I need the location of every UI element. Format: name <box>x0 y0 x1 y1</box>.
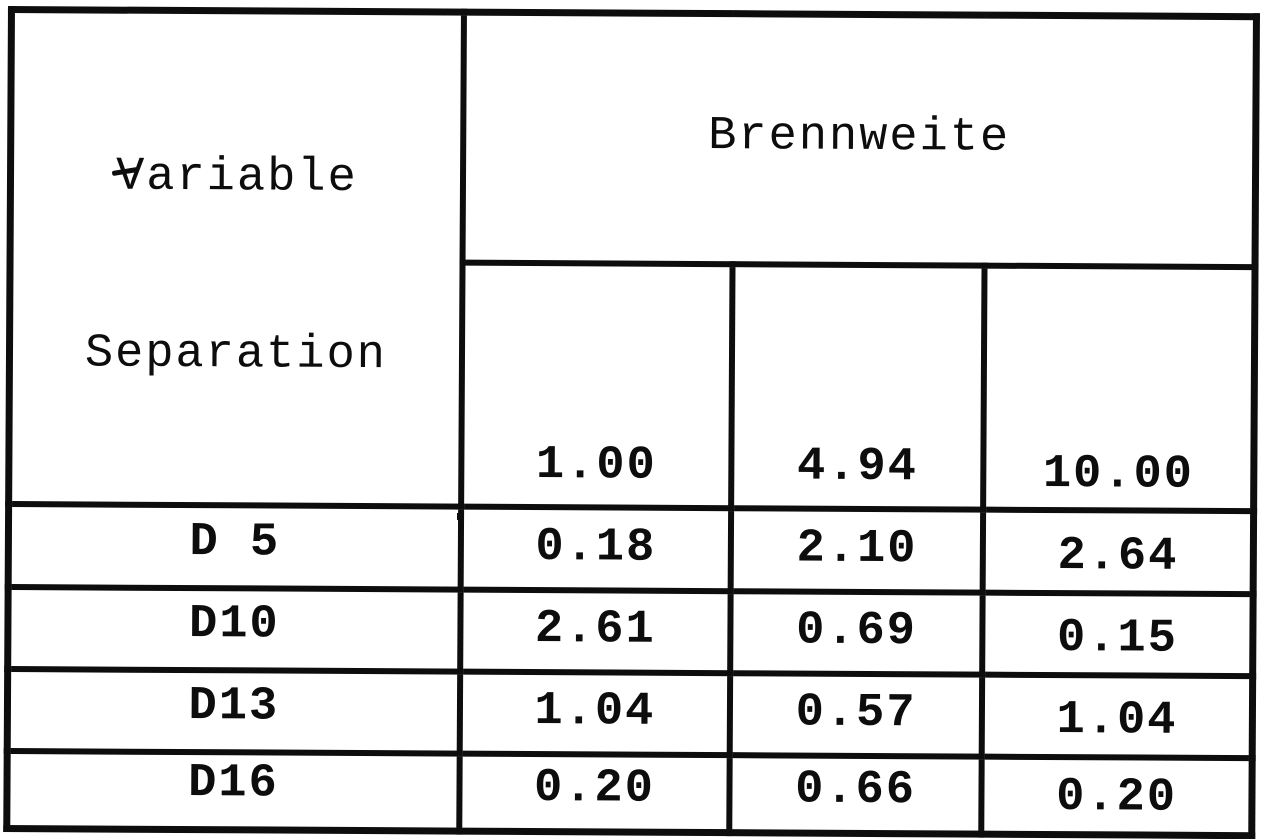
value-cell: 0.15 <box>982 592 1254 677</box>
value-cell: 1.04 <box>981 674 1253 759</box>
value-cell: 0.20 <box>459 753 730 833</box>
scanned-document-page: Variable Separation Brennweite 1.00 4.94… <box>3 6 1260 839</box>
row-header-variable-separation: Variable Separation <box>8 9 464 507</box>
value-cell: 2.61 <box>460 589 731 674</box>
row-header-line1: Variable <box>115 150 358 206</box>
value-cell: 0.69 <box>730 591 983 675</box>
row-label-d10: D10 <box>7 587 461 672</box>
scan-speck-dot <box>457 513 461 520</box>
value-cell: 0.20 <box>981 756 1253 836</box>
table-row-d10: D10 2.61 0.69 0.15 <box>7 587 1254 677</box>
value-cell: 2.64 <box>982 509 1254 595</box>
value-cell: 0.18 <box>460 506 732 592</box>
value-cell: 0.66 <box>729 755 982 834</box>
row-label-d13: D13 <box>7 669 461 754</box>
focal-length-header-2: 4.94 <box>731 263 985 510</box>
value-cell: 0.57 <box>729 673 983 757</box>
focal-length-header-1: 1.00 <box>460 262 733 509</box>
focal-length-header-3: 10.00 <box>983 265 1256 512</box>
brennweite-table: Variable Separation Brennweite 1.00 4.94… <box>3 6 1260 839</box>
value-cell: 2.10 <box>730 508 984 593</box>
value-cell: 1.04 <box>459 671 731 756</box>
row-label-d5: D 5 <box>8 504 461 590</box>
row-header-line2: Separation <box>84 327 388 383</box>
table-row-d16: D16 0.20 0.66 0.20 <box>6 751 1253 836</box>
table-row-d13: D13 1.04 0.57 1.04 <box>7 669 1253 759</box>
column-group-header-brennweite: Brennweite <box>462 12 1257 267</box>
table-row-d5: D 5 0.18 2.10 2.64 <box>8 504 1254 595</box>
row-label-d16: D16 <box>6 751 460 831</box>
